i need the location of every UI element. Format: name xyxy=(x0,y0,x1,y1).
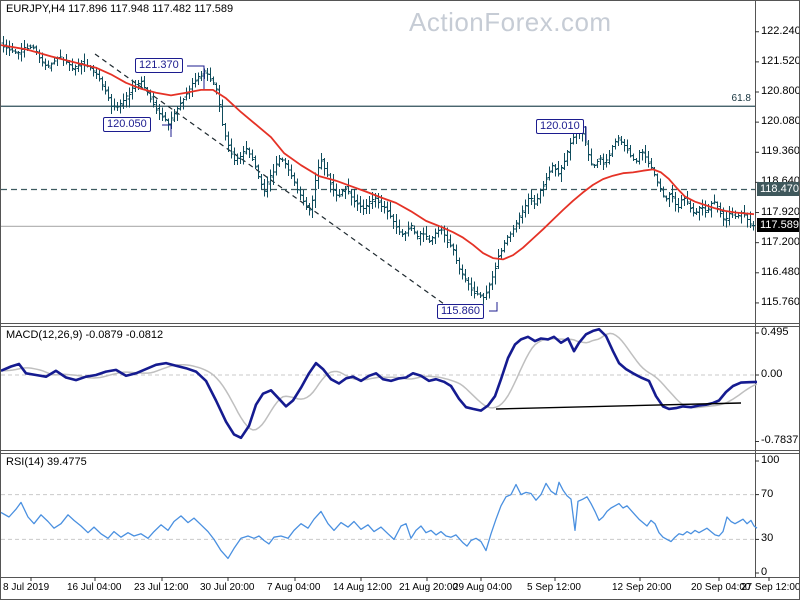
annotation-connector xyxy=(489,302,498,312)
macd-main-line xyxy=(1,327,758,440)
macd-signal-line xyxy=(1,332,758,431)
macd-header: MACD(12,26,9) -0.0879 -0.0812 xyxy=(6,329,164,341)
fib-61-8-label: 61.8 xyxy=(731,93,751,104)
symbol-ohlc-header: EURJPY,H4 117.896 117.948 117.482 117.58… xyxy=(6,3,234,15)
watermark: ActionForex.com xyxy=(409,7,612,37)
ma-line xyxy=(1,44,755,261)
rsi-header: RSI(14) 39.4775 xyxy=(6,456,87,468)
annotation-connector xyxy=(187,65,205,89)
annotation-connector xyxy=(162,124,172,137)
rsi-line xyxy=(1,481,758,560)
